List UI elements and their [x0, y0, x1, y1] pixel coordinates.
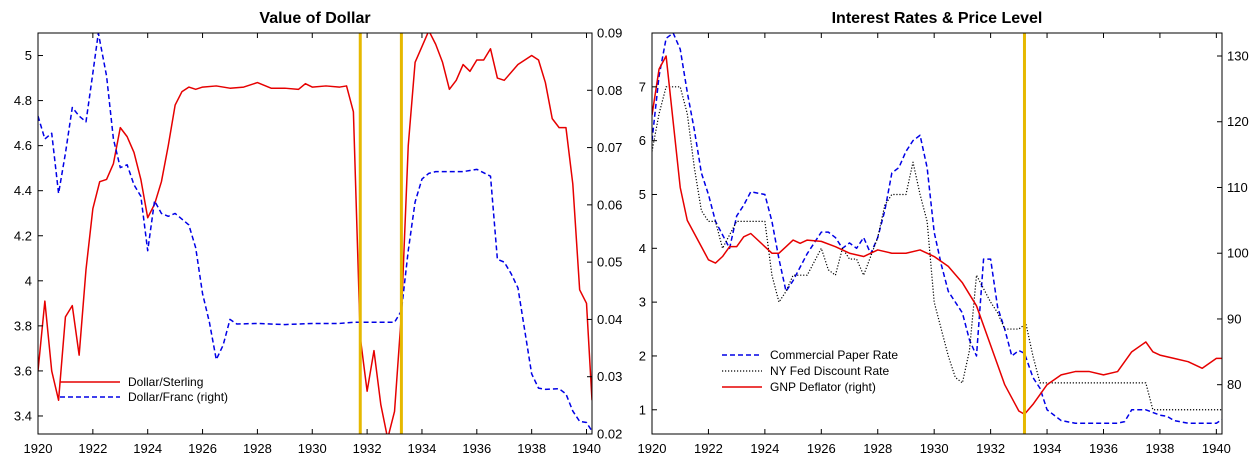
x-tick-label: 1936	[1089, 441, 1118, 456]
y-left-tick-label: 4	[639, 241, 646, 256]
x-tick-label: 1928	[863, 441, 892, 456]
y-right-tick-label: 0.08	[597, 83, 622, 98]
x-tick-label: 1924	[133, 441, 162, 456]
series-line-1	[652, 86, 1222, 411]
y-right-tick-label: 130	[1227, 49, 1249, 64]
y-right-tick-label: 0.06	[597, 197, 622, 212]
x-tick-label: 1920	[24, 441, 53, 456]
series-line-1	[38, 33, 592, 432]
x-tick-label: 1930	[920, 441, 949, 456]
y-left-tick-label: 4.2	[14, 228, 32, 243]
x-tick-label: 1924	[750, 441, 779, 456]
y-left-tick-label: 3.8	[14, 318, 32, 333]
series-line-0	[652, 33, 1222, 424]
y-left-tick-label: 3	[639, 295, 646, 310]
y-left-tick-label: 4.4	[14, 183, 32, 198]
x-tick-label: 1922	[694, 441, 723, 456]
x-tick-label: 1922	[78, 441, 107, 456]
chart-title: Value of Dollar	[259, 10, 370, 27]
legend-label-1: NY Fed Discount Rate	[770, 364, 889, 378]
y-right-tick-label: 0.02	[597, 427, 622, 442]
y-left-tick-label: 1	[639, 402, 646, 417]
x-tick-label: 1936	[462, 441, 491, 456]
y-left-tick-label: 5	[25, 48, 32, 63]
y-right-tick-label: 0.03	[597, 369, 622, 384]
legend-label-2: GNP Deflator (right)	[770, 380, 876, 394]
legend-label-1: Dollar/Franc (right)	[128, 390, 228, 404]
plot-area	[652, 33, 1222, 424]
plot-frame	[37, 32, 593, 435]
value-of-dollar-chart: Value of Dollar 1920 1922 1924 1926 1928 1930 1…	[14, 10, 622, 456]
x-tick-label: 1932	[353, 441, 382, 456]
y-left-tick-label: 6	[639, 133, 646, 148]
y-right-tick-label: 0.07	[597, 140, 622, 155]
x-tick-label: 1934	[407, 441, 436, 456]
y-left-tick-label: 4	[25, 273, 32, 288]
y-right-tick-label: 0.09	[597, 26, 622, 41]
legend-label-0: Commercial Paper Rate	[770, 348, 898, 362]
y-right-tick-label: 80	[1227, 377, 1241, 392]
legend-label-0: Dollar/Sterling	[128, 375, 203, 389]
y-left-tick-label: 4.8	[14, 93, 32, 108]
y-left-tick-label: 2	[639, 348, 646, 363]
plot-frame	[651, 32, 1223, 435]
y-right-tick-label: 120	[1227, 114, 1249, 129]
legend: Commercial Paper Rate NY Fed Discount Rat…	[722, 348, 898, 394]
x-tick-label: 1928	[243, 441, 272, 456]
x-tick-label: 1938	[517, 441, 546, 456]
y-left-tick-label: 7	[639, 79, 646, 94]
plot-area	[38, 33, 592, 434]
y-right-tick-label: 90	[1227, 311, 1241, 326]
series-line-2	[652, 55, 1222, 416]
y-left-tick-label: 4.6	[14, 138, 32, 153]
y-right-tick-label: 0.04	[597, 312, 622, 327]
x-tick-label: 1920	[638, 441, 667, 456]
interest-rates-chart: Interest Rates & Price Level 1920 1922 1924…	[638, 10, 1249, 456]
x-tick-label: 1940	[572, 441, 601, 456]
x-tick-label: 1926	[807, 441, 836, 456]
x-tick-label: 1934	[1033, 441, 1062, 456]
y-right-tick-label: 0.05	[597, 255, 622, 270]
x-tick-label: 1930	[298, 441, 327, 456]
x-tick-label: 1926	[188, 441, 217, 456]
y-left-tick-label: 3.6	[14, 363, 32, 378]
y-right-tick-label: 100	[1227, 246, 1249, 261]
y-right-tick-label: 110	[1227, 180, 1248, 195]
x-tick-label: 1940	[1202, 441, 1231, 456]
x-tick-label: 1932	[976, 441, 1005, 456]
x-tick-label: 1938	[1145, 441, 1174, 456]
y-left-tick-label: 5	[639, 187, 646, 202]
y-left-tick-label: 3.4	[14, 408, 32, 423]
series-line-0	[38, 33, 592, 434]
chart-title: Interest Rates & Price Level	[832, 10, 1043, 27]
